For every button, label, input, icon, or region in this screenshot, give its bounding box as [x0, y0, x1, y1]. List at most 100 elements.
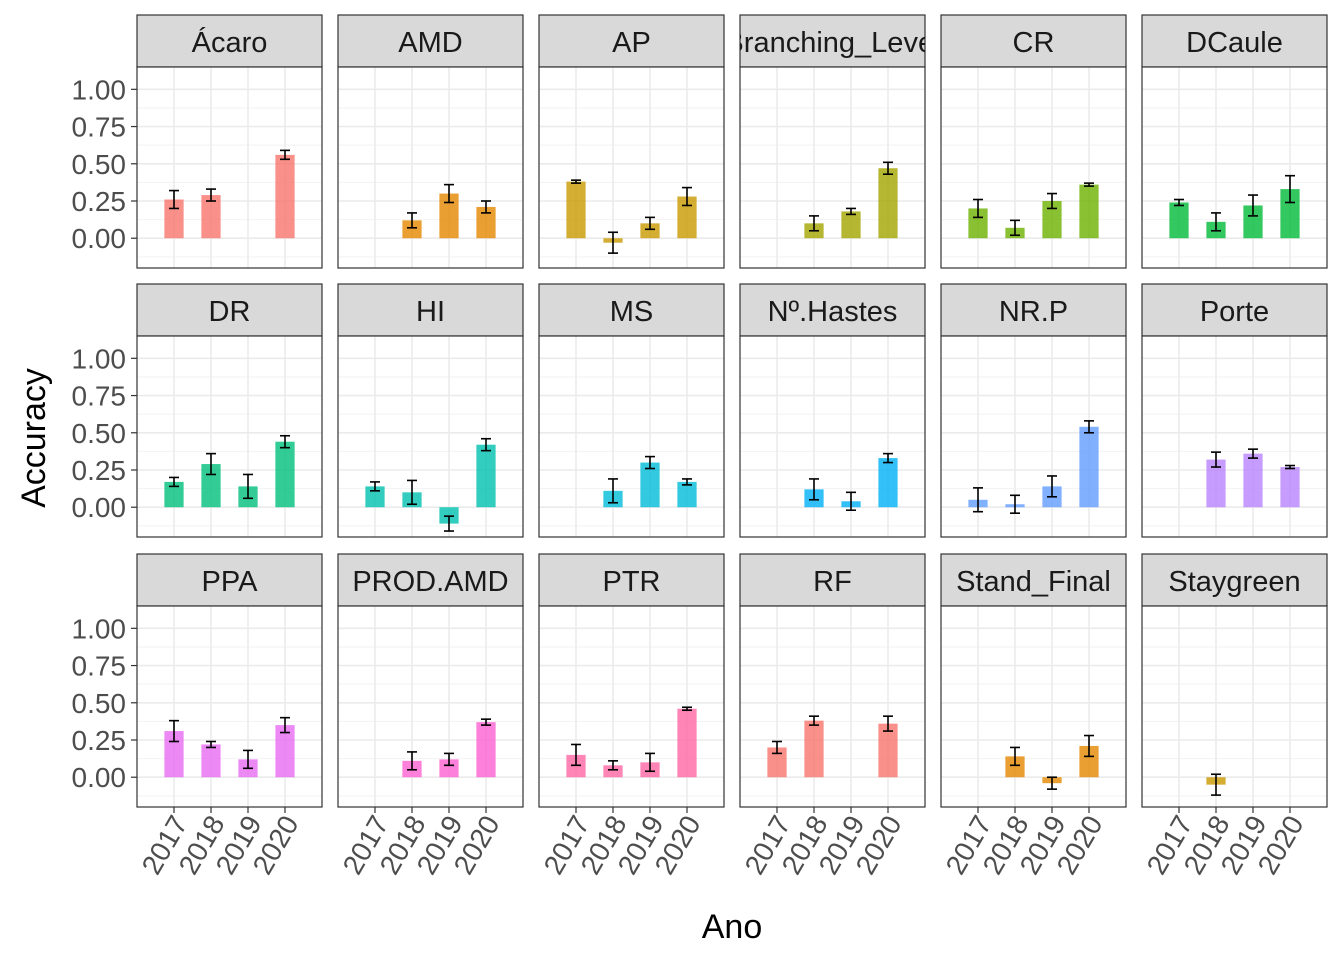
bar	[841, 211, 861, 239]
panel-border	[538, 605, 725, 808]
facet-strip-label: Stand_Final	[956, 566, 1111, 598]
bar	[201, 195, 221, 239]
panel-border	[940, 66, 1127, 269]
facet-panels: Ácaro AMD AP Branching_Level CR DCaule DR HI MS N…	[136, 14, 1328, 808]
bar	[878, 168, 898, 239]
panel-border	[1141, 605, 1328, 808]
bar	[1042, 201, 1062, 239]
facet-panel: Branching_Level	[724, 14, 940, 269]
facet-strip-label: CR	[1013, 27, 1055, 59]
facet-strip	[739, 283, 926, 337]
facet-strip	[538, 14, 725, 68]
bar	[640, 462, 660, 508]
facet-strip-label: PTR	[603, 566, 661, 598]
panel-border	[337, 605, 524, 808]
bar	[164, 731, 184, 778]
facet-strip	[136, 283, 323, 337]
bar	[677, 481, 697, 508]
facet-strip	[739, 553, 926, 607]
facet-strip-label: Branching_Level	[724, 27, 940, 59]
panel-border	[1141, 335, 1328, 538]
y-tick-label: 0.00	[72, 223, 127, 254]
facet-strip-label: RF	[813, 566, 852, 598]
panel-border	[136, 335, 323, 538]
facet-panel: PPA	[136, 553, 323, 808]
bar	[767, 747, 787, 778]
facet-panel: DR	[136, 283, 323, 538]
facet-strip-label: Porte	[1200, 296, 1269, 328]
y-axis-title: Accuracy	[15, 368, 53, 508]
panel-border	[1141, 66, 1328, 269]
bar	[1169, 202, 1189, 239]
panel-border	[739, 66, 926, 269]
facet-panel: CR	[940, 14, 1127, 269]
bar	[677, 196, 697, 239]
bar	[1280, 467, 1300, 508]
y-tick-label: 1.00	[72, 343, 127, 374]
panel-border	[337, 335, 524, 538]
facet-strip	[940, 14, 1127, 68]
y-tick-label: 1.00	[72, 74, 127, 105]
bar	[439, 759, 459, 778]
y-tick-label: 0.00	[72, 492, 127, 523]
facet-panel: Nº.Hastes	[739, 283, 926, 538]
bar	[275, 154, 295, 239]
y-axes: 0.00 0.25 0.50 0.75 1.00 0.00 0.25 0.50 0.75 1.00…	[72, 74, 137, 793]
facet-panel: PTR	[538, 553, 725, 808]
bar	[804, 720, 824, 778]
bar	[275, 441, 295, 508]
facet-panel: PROD.AMD	[337, 553, 524, 808]
bar	[402, 220, 422, 239]
bar	[1280, 189, 1300, 239]
facet-panel: HI	[337, 283, 524, 538]
bar	[640, 223, 660, 239]
facet-strip	[337, 14, 524, 68]
bar	[476, 444, 496, 508]
panel-border	[940, 605, 1127, 808]
facet-strip	[940, 553, 1127, 607]
facet-strip	[739, 14, 926, 68]
facet-strip-label: Staygreen	[1168, 566, 1300, 598]
bar	[1243, 453, 1263, 508]
panel-border	[136, 66, 323, 269]
bar	[1079, 426, 1099, 508]
y-tick-label: 0.25	[72, 186, 127, 217]
y-tick-label: 0.75	[72, 112, 127, 143]
facet-strip-label: HI	[416, 296, 445, 328]
bar	[201, 744, 221, 778]
y-tick-label: 0.50	[72, 418, 127, 449]
plot-background	[1142, 606, 1327, 807]
panel-border	[136, 605, 323, 808]
y-tick-label: 0.25	[72, 455, 127, 486]
bar	[677, 708, 697, 778]
panel-border	[739, 605, 926, 808]
facet-strip-label: DCaule	[1186, 27, 1283, 59]
facet-strip-label: DR	[209, 296, 251, 328]
facet-strip	[1141, 553, 1328, 607]
facet-strip-label: NR.P	[999, 296, 1068, 328]
panel-border	[538, 335, 725, 538]
panel-border	[739, 335, 926, 538]
bar	[1005, 756, 1025, 778]
bar	[1079, 745, 1099, 778]
bar	[1206, 459, 1226, 508]
y-tick-label: 0.75	[72, 651, 127, 682]
bar	[275, 725, 295, 778]
y-tick-label: 0.50	[72, 688, 127, 719]
facet-strip-label: PPA	[202, 566, 259, 598]
y-tick-label: 0.75	[72, 381, 127, 412]
bar	[164, 481, 184, 508]
facet-strip-label: Ácaro	[192, 26, 268, 59]
facet-strip	[1141, 283, 1328, 337]
facet-strip-label: Nº.Hastes	[768, 296, 898, 328]
bar	[878, 723, 898, 778]
facet-panel: Staygreen	[1141, 553, 1328, 808]
bar	[476, 722, 496, 778]
bar	[439, 193, 459, 239]
bar	[566, 181, 586, 239]
y-tick-label: 1.00	[72, 613, 127, 644]
bar	[878, 458, 898, 508]
facet-panel: MS	[538, 283, 725, 538]
facet-strip-label: AMD	[398, 27, 462, 59]
